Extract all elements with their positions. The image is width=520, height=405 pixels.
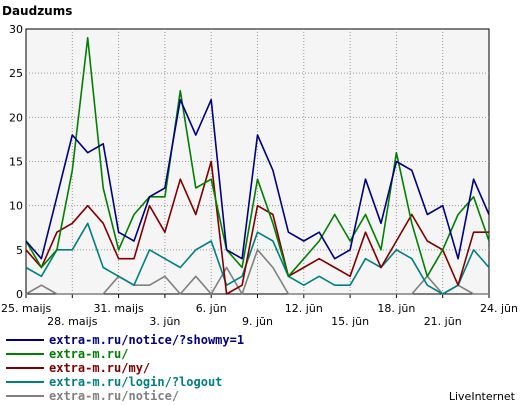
y-tick-label: 15: [9, 156, 23, 169]
series-line-0: [25, 98, 490, 260]
y-tick-label: 25: [9, 67, 23, 80]
x-tick-label: 3. jūn: [149, 315, 180, 328]
series-line-4: [25, 249, 489, 295]
x-tick-label: 9. jūn: [242, 315, 273, 328]
y-tick-label: 0: [16, 288, 23, 301]
legend-label: extra-m.ru/: [49, 347, 128, 361]
series-line-1: [25, 36, 490, 278]
branding-label: LiveInternet: [449, 390, 516, 403]
y-tick-label: 30: [9, 23, 23, 36]
y-axis-ticks: 0 5 10 15 20 25 30: [9, 23, 23, 301]
x-tick-label: 31. maijs: [93, 302, 144, 315]
series-line-3: [25, 222, 490, 295]
x-tick-label: 21. jūn: [424, 315, 462, 328]
x-tick-label: 25. maijs: [1, 302, 52, 315]
x-tick-label: 12. jūn: [285, 302, 323, 315]
x-tick-label: 28. maijs: [47, 315, 98, 328]
legend: extra-m.ru/notice/?showmy=1extra-m.ru/ex…: [6, 333, 244, 403]
x-tick-label: 24. jūn: [480, 302, 518, 315]
legend-label: extra-m.ru/notice/?showmy=1: [49, 333, 244, 347]
legend-label: extra-m.ru/my/: [49, 361, 150, 375]
legend-label: extra-m.ru/login/?logout: [49, 375, 222, 389]
x-tick-label: 6. jūn: [196, 302, 227, 315]
y-tick-label: 5: [16, 244, 23, 257]
chart-title: Daudzums: [2, 4, 72, 18]
x-tick-label: 18. jūn: [377, 302, 415, 315]
legend-label: extra-m.ru/notice/: [49, 389, 179, 403]
series-lines: [25, 36, 490, 295]
series-line-2: [25, 160, 489, 295]
x-tick-label: 15. jūn: [331, 315, 369, 328]
y-tick-label: 20: [9, 111, 23, 124]
y-tick-label: 10: [9, 200, 23, 213]
